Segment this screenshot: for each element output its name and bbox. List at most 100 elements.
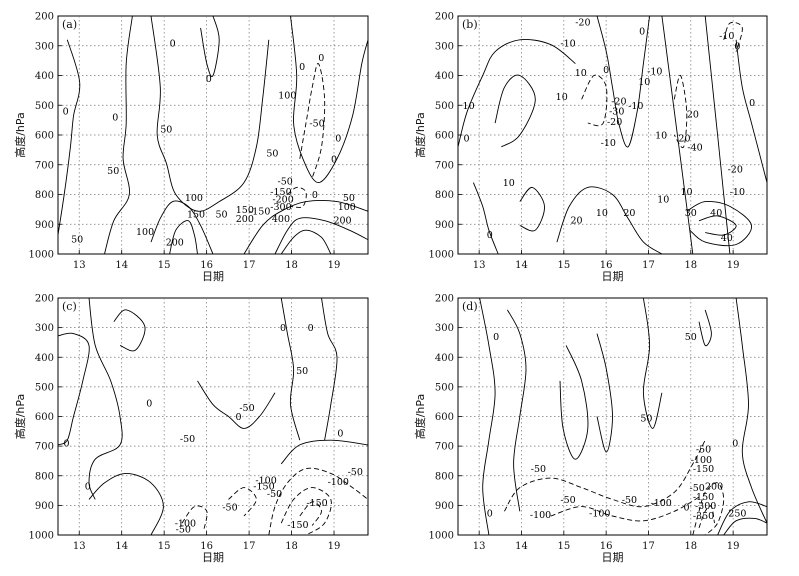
y-tick-label: 800 (435, 190, 454, 201)
contour-line (268, 467, 368, 535)
x-axis-label: 日期 (602, 270, 624, 283)
contour-label: -40 (687, 142, 702, 153)
contour-label: 250 (728, 508, 746, 519)
x-tick-label: 16 (600, 541, 613, 552)
y-tick-label: 500 (35, 382, 54, 393)
y-tick-label: 300 (35, 323, 54, 334)
contour-line (559, 345, 589, 460)
y-tick-label: 1000 (429, 250, 454, 261)
contour-label: 0 (463, 133, 469, 144)
contour-line (287, 186, 307, 208)
contour-label: -30 (609, 107, 624, 118)
contour-label: -20 (728, 165, 743, 176)
y-tick-label: 1000 (429, 531, 454, 542)
x-tick-label: 15 (158, 541, 171, 552)
contour-label: -50 (309, 119, 324, 130)
contour-label: -150 (270, 187, 291, 198)
y-tick-label: 600 (35, 412, 54, 423)
x-axis-label: 日期 (602, 551, 624, 564)
contour-label: 50 (160, 125, 172, 136)
contour-label: 200 (705, 482, 723, 493)
contour-line (550, 496, 700, 522)
panel-label: (d) (462, 300, 478, 313)
contour-label: -10 (719, 31, 734, 42)
contour-line (698, 309, 712, 347)
contour-group (479, 298, 767, 535)
contour-line (243, 200, 368, 254)
y-tick-label: 200 (35, 294, 54, 305)
contour-line (280, 229, 332, 254)
plot-frame (57, 297, 369, 536)
x-tick-label: 13 (73, 541, 86, 552)
contour-label: 100 (185, 193, 203, 204)
contour-label: 0 (603, 65, 609, 76)
contour-label: 20 (570, 215, 582, 226)
contour-label: 100 (278, 90, 296, 101)
contour-label: -50 (531, 464, 546, 475)
contour-label: -50 (239, 403, 254, 414)
contour-label: -150 (693, 464, 714, 475)
panel-label: (c) (62, 300, 77, 313)
contour-label: 20 (623, 208, 635, 219)
x-tick-label: 15 (557, 541, 570, 552)
contour-line (299, 501, 322, 526)
contour-line (519, 186, 545, 232)
y-tick-label: 500 (435, 382, 454, 393)
y-tick-label: 900 (435, 501, 454, 512)
y-tick-label: 800 (35, 190, 54, 201)
contour-label: 0 (732, 439, 738, 450)
contour-line (280, 439, 368, 465)
x-tick-label: 14 (515, 541, 528, 552)
contour-label: 0 (280, 323, 286, 334)
y-tick-label: 900 (35, 220, 54, 231)
x-tick-label: 17 (243, 260, 256, 271)
contour-label: -10 (560, 38, 575, 49)
contour-label: 0 (235, 412, 241, 423)
y-tick-label: 400 (435, 353, 454, 364)
x-tick-label: 16 (200, 541, 213, 552)
y-axis-label: 高度/hPa (413, 394, 427, 440)
contour-label: -150 (249, 206, 270, 217)
contour-line (181, 505, 208, 531)
contour-label: 150 (236, 205, 254, 216)
contour-label: 400 (272, 214, 290, 225)
panel-a: 0000000505050505050-50-50100100100100150… (13, 12, 369, 283)
contour-label: 10 (556, 92, 568, 103)
x-axis-label: 日期 (202, 551, 224, 564)
contour-line (58, 39, 81, 236)
x-tick-label: 14 (115, 260, 128, 271)
x-tick-label: 18 (285, 541, 298, 552)
contour-label: 30 (685, 208, 697, 219)
y-tick-label: 800 (435, 471, 454, 482)
contour-label: -50 (348, 467, 363, 478)
contour-label: -50 (696, 445, 711, 456)
y-tick-label: 700 (435, 442, 454, 453)
y-axis-label: 高度/hPa (13, 112, 27, 158)
contour-line (150, 200, 214, 254)
x-tick-label: 19 (328, 260, 341, 271)
contour-label: -100 (651, 498, 672, 509)
contour-line (280, 487, 332, 535)
contour-line (686, 200, 752, 247)
contour-label: 0 (312, 190, 318, 201)
contour-line (479, 298, 496, 535)
contour-label: -100 (175, 519, 196, 530)
contour-label: 10 (657, 194, 669, 205)
contour-label: 0 (63, 439, 69, 450)
contour-label: 40 (710, 208, 722, 219)
x-tick-label: 17 (243, 541, 256, 552)
y-axis-label: 高度/hPa (413, 112, 427, 158)
contour-label: 0 (487, 230, 493, 241)
contour-line (735, 298, 767, 524)
contour-label: 150 (187, 209, 205, 220)
contour-label: -10 (628, 101, 643, 112)
y-tick-label: 600 (35, 131, 54, 142)
contour-line (150, 16, 270, 212)
contour-label: -50 (222, 502, 237, 513)
contour-group (458, 16, 767, 254)
contour-label: -10 (647, 67, 662, 78)
contour-label: 0 (299, 62, 305, 73)
